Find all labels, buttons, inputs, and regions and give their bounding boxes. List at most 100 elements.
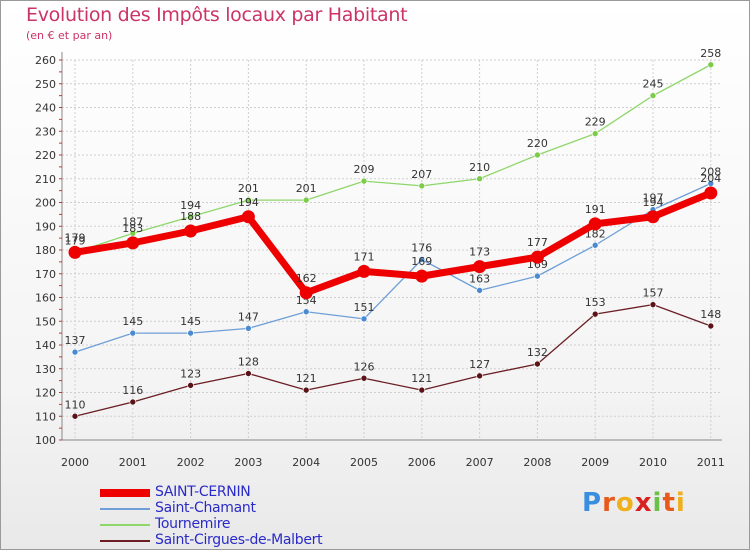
x-tick-label: 2010: [639, 456, 667, 469]
data-label: 145: [122, 315, 143, 328]
data-label: 220: [527, 137, 548, 150]
y-tick-label: 170: [35, 268, 56, 281]
x-tick-label: 2011: [697, 456, 725, 469]
y-tick-label: 250: [35, 78, 56, 91]
data-point: [299, 286, 313, 300]
x-tick-label: 2005: [350, 456, 378, 469]
data-point: [302, 196, 310, 204]
data-label: 194: [643, 196, 664, 209]
data-label: 121: [411, 372, 432, 385]
data-point: [649, 301, 657, 308]
data-label: 176: [411, 242, 432, 255]
data-point: [187, 382, 194, 389]
y-tick-label: 220: [35, 149, 56, 162]
data-label: 204: [700, 172, 721, 185]
y-tick-label: 150: [35, 315, 56, 328]
data-point: [649, 92, 657, 99]
data-point: [71, 348, 79, 356]
legend-label: SAINT-CERNIN: [155, 484, 251, 500]
y-tick-label: 190: [35, 220, 56, 233]
data-label: 128: [238, 356, 259, 369]
x-tick-label: 2008: [523, 456, 551, 469]
data-label: 147: [238, 310, 259, 323]
data-label: 258: [700, 47, 721, 60]
line-chart: 100 110 120 130 140 150 160 170 180 190 200 210 220 2…: [35, 47, 725, 469]
data-point: [418, 182, 426, 190]
legend-label: Saint-Cirgues-de-Malbert: [155, 532, 323, 548]
data-point: [530, 250, 544, 264]
data-point: [591, 241, 599, 249]
data-point: [245, 196, 252, 204]
data-label: 171: [354, 250, 375, 263]
legend-swatch: [100, 540, 150, 542]
data-label: 110: [65, 398, 86, 411]
chart-title: Evolution des Impôts locaux par Habitant: [26, 4, 408, 26]
data-point: [302, 386, 310, 394]
data-label: 179: [65, 231, 86, 244]
data-point: [360, 374, 368, 382]
y-tick-label: 230: [35, 125, 56, 138]
x-tick-label: 2004: [292, 456, 320, 469]
series-line: [74, 182, 712, 353]
data-point: [187, 213, 194, 221]
data-label: 121: [296, 372, 317, 385]
data-label: 145: [180, 315, 201, 328]
data-label: 229: [585, 116, 606, 129]
data-label: 210: [469, 161, 490, 174]
data-label: 208: [700, 166, 721, 179]
y-tick-label: 120: [35, 387, 56, 400]
data-label: 187: [122, 215, 143, 228]
data-point: [591, 310, 599, 318]
data-point: [187, 329, 194, 337]
data-label: 153: [585, 296, 606, 309]
data-point: [418, 256, 426, 263]
x-tick-label: 2006: [408, 456, 436, 469]
series-line: [71, 189, 715, 297]
logo-letter: x: [634, 488, 653, 518]
data-point: [126, 236, 140, 250]
proxiti-logo: Proxiti: [582, 488, 686, 518]
legend-label: Saint-Chamant: [155, 500, 256, 516]
data-label: 123: [180, 367, 201, 380]
data-label: 207: [411, 168, 432, 181]
chart-subtitle: (en € et par an): [26, 29, 113, 42]
data-point: [534, 360, 541, 368]
data-label: 116: [122, 384, 143, 397]
data-point: [357, 264, 371, 278]
data-label: 191: [585, 203, 606, 216]
data-label: 127: [469, 358, 490, 371]
logo-letter: i: [675, 488, 686, 518]
logo-letter: P: [582, 488, 603, 518]
data-label: 137: [65, 334, 86, 347]
data-point: [129, 398, 137, 406]
data-label: 209: [354, 163, 375, 176]
logo-letter: t: [662, 488, 676, 518]
x-tick-label: 2001: [119, 456, 147, 469]
y-tick-label: 240: [35, 102, 56, 115]
data-label: 197: [643, 192, 664, 205]
data-label: 163: [469, 272, 490, 285]
data-label: 194: [180, 199, 201, 212]
data-label: 179: [65, 234, 86, 247]
data-point: [241, 210, 255, 224]
data-label: 201: [238, 182, 259, 195]
data-label: 188: [180, 210, 201, 223]
y-tick-label: 140: [35, 339, 56, 352]
logo-letter: i: [652, 488, 663, 518]
data-point: [476, 287, 483, 294]
data-point: [415, 269, 429, 283]
data-label: 183: [122, 222, 143, 235]
data-point: [473, 260, 487, 274]
data-point: [707, 322, 715, 330]
data-label: 169: [411, 255, 432, 268]
data-label: 162: [296, 272, 317, 285]
series-line: [74, 303, 712, 417]
data-label: 126: [354, 360, 375, 373]
data-point: [68, 245, 82, 259]
data-label: 151: [354, 301, 375, 314]
data-point: [302, 308, 310, 316]
y-tick-label: 210: [35, 173, 56, 186]
x-tick-label: 2007: [466, 456, 494, 469]
data-label: 157: [643, 287, 664, 300]
x-tick-label: 2003: [234, 456, 262, 469]
